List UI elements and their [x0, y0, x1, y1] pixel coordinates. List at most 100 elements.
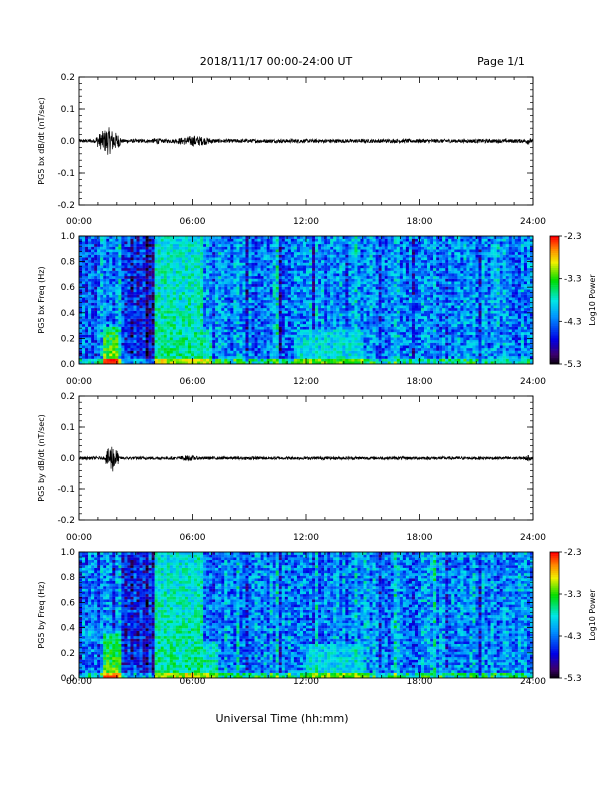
spectrogram-cell — [224, 305, 228, 309]
spectrogram-cell — [203, 340, 207, 343]
spectrogram-cell — [233, 356, 237, 359]
spectrogram-cell — [302, 361, 307, 365]
spectrogram-cell — [115, 273, 119, 277]
spectrogram-cell — [133, 313, 137, 317]
spectrogram-cell — [363, 324, 367, 327]
spectrogram-cell — [369, 318, 373, 322]
spectrogram-cell — [178, 246, 183, 250]
spectrogram-cell — [221, 334, 225, 338]
spectrogram-cell — [345, 326, 349, 330]
spectrogram-cell — [175, 321, 180, 325]
spectrogram-cell — [79, 350, 83, 354]
spectrogram-cell — [151, 356, 155, 359]
spectrogram-cell — [363, 260, 367, 263]
spectrogram-cell — [163, 350, 167, 354]
spectrogram-cell — [94, 297, 98, 301]
spectrogram-cell — [378, 262, 382, 266]
spectrogram-cell — [178, 329, 183, 333]
spectrogram-cell — [342, 286, 346, 290]
spectrogram-cell — [103, 332, 107, 335]
spectrogram-cell — [239, 305, 243, 309]
spectrogram-cell — [248, 356, 252, 359]
spectrogram-cell — [118, 316, 122, 319]
spectrogram-cell — [127, 262, 131, 266]
spectrogram-cell — [260, 353, 264, 357]
spectrogram-cell — [94, 302, 98, 306]
spectrogram-cell — [327, 270, 331, 274]
spectrogram-cell — [281, 356, 285, 359]
spectrogram-cell — [275, 297, 279, 301]
spectrogram-cell — [384, 281, 388, 285]
spectrogram-cell — [157, 321, 161, 325]
spectrogram-cell — [281, 361, 285, 365]
spectrogram-cell — [100, 246, 104, 250]
spectrogram-cell — [284, 292, 288, 295]
spectrogram-cell — [187, 348, 192, 351]
spectrogram-cell — [381, 278, 385, 282]
spectrogram-cell — [290, 308, 295, 311]
spectrogram-cell — [312, 265, 316, 269]
spectrogram-cell — [339, 318, 343, 322]
spectrogram-cell — [160, 249, 164, 253]
spectrogram-cell — [302, 257, 307, 261]
spectrogram-cell — [130, 321, 134, 325]
spectrogram-cell — [200, 292, 204, 295]
spectrogram-cell — [372, 238, 376, 242]
spectrogram-cell — [127, 297, 131, 301]
spectrogram-cell — [212, 305, 216, 309]
spectrogram-cell — [363, 254, 367, 258]
spectrogram-cell — [366, 350, 370, 354]
spectrogram-cell — [118, 353, 122, 357]
spectrogram-cell — [97, 316, 101, 319]
spectrogram-cell — [312, 302, 316, 306]
spectrogram-cell — [236, 348, 240, 351]
spectrogram-cell — [260, 236, 264, 239]
spectrogram-cell — [330, 265, 334, 269]
spectrogram-cell — [160, 241, 164, 245]
spectrogram-cell — [309, 238, 313, 242]
spectrogram-cell — [366, 262, 370, 266]
spectrogram-cell — [384, 273, 388, 277]
spectrogram-cell — [318, 254, 322, 258]
spectrogram-cell — [178, 313, 183, 317]
spectrogram-cell — [118, 297, 122, 301]
spectrogram-cell — [157, 310, 161, 314]
spectrogram-cell — [287, 297, 292, 301]
spectrogram-cell — [203, 252, 207, 255]
spectrogram-cell — [209, 236, 213, 239]
spectrogram-cell — [221, 302, 225, 306]
spectrogram-cell — [284, 244, 288, 247]
spectrogram-cell — [339, 337, 343, 341]
spectrogram-cell — [345, 244, 349, 247]
spectrogram-cell — [230, 268, 234, 271]
spectrogram-cell — [260, 324, 264, 327]
spectrogram-cell — [342, 324, 346, 327]
spectrogram-cell — [139, 300, 143, 303]
spectrogram-cell — [94, 294, 98, 298]
spectrogram-cell — [124, 281, 128, 285]
spectrogram-cell — [269, 252, 273, 255]
spectrogram-cell — [212, 318, 216, 322]
spectrogram-cell — [251, 281, 255, 285]
spectrogram-cell — [312, 310, 316, 314]
spectrogram-cell — [79, 316, 83, 319]
spectrogram-cell — [309, 254, 313, 258]
spectrogram-cell — [312, 345, 316, 349]
spectrogram-cell — [254, 270, 258, 274]
spectrogram-cell — [236, 268, 240, 271]
spectrogram-cell — [369, 337, 373, 341]
spectrogram-cell — [221, 241, 225, 245]
spectrogram-cell — [312, 262, 316, 266]
spectrogram-cell — [82, 305, 86, 309]
spectrogram-cell — [284, 281, 288, 285]
spectrogram-cell — [178, 332, 183, 335]
spectrogram-cell — [369, 326, 373, 330]
spectrogram-cell — [166, 297, 170, 301]
spectrogram-cell — [175, 260, 180, 263]
spectrogram-cell — [327, 308, 331, 311]
spectrogram-cell — [197, 310, 201, 314]
spectrogram-cell — [184, 361, 189, 365]
spectrogram-cell — [293, 300, 298, 303]
spectrogram-cell — [118, 294, 122, 298]
spectrogram-cell — [363, 244, 367, 247]
